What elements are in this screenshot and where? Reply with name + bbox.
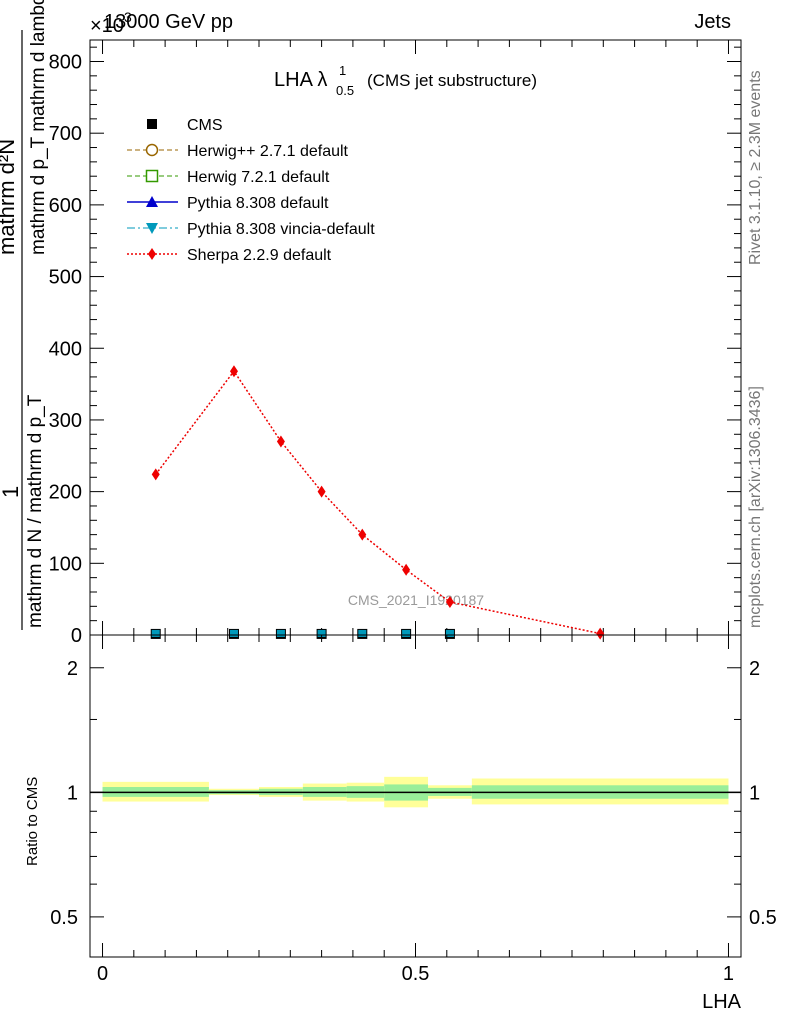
sherpa-point bbox=[229, 365, 238, 378]
analysis-watermark: CMS_2021_I1920187 bbox=[348, 592, 484, 608]
sherpa-point bbox=[596, 627, 605, 640]
ratio-y-tick-label: 0.5 bbox=[50, 907, 78, 929]
y-tick-label: 100 bbox=[49, 553, 82, 575]
y-tick-label: 500 bbox=[49, 267, 82, 289]
legend-label: Sherpa 2.2.9 default bbox=[187, 247, 332, 264]
sherpa-point bbox=[402, 563, 411, 576]
ratio-x-axis: 0 0.5 1 bbox=[97, 635, 734, 985]
legend-label: Herwig 7.2.1 default bbox=[187, 169, 330, 186]
legend-marker bbox=[146, 223, 158, 234]
title-text: LHA λ bbox=[274, 69, 327, 91]
y-tick-label: 200 bbox=[49, 482, 82, 504]
legend-label: Pythia 8.308 vincia-default bbox=[187, 221, 375, 238]
ylabel-num-bottom: mathrm d p_T mathrm d lambda bbox=[28, 0, 49, 255]
y-tick-label: 300 bbox=[49, 410, 82, 432]
ratio-y-tick-label-right: 2 bbox=[749, 658, 760, 680]
exponent-label: ×10 bbox=[90, 15, 124, 37]
legend-marker bbox=[148, 248, 156, 260]
legend-marker bbox=[145, 169, 159, 183]
legend-item-herwig7: Herwig 7.2.1 default bbox=[127, 169, 330, 186]
series-layer bbox=[150, 365, 605, 640]
y-tick-label: 400 bbox=[49, 338, 82, 360]
ratio-y-label: Ratio to CMS bbox=[24, 777, 41, 866]
legend-item-pythia: Pythia 8.308 default bbox=[127, 195, 329, 212]
x-tick-label: 0 bbox=[97, 963, 108, 985]
x-tick-label: 0.5 bbox=[402, 963, 430, 985]
mcplots-label: mcplots.cern.ch [arXiv:1306.3436] bbox=[747, 386, 764, 628]
ratio-y-tick-label: 1 bbox=[67, 782, 78, 804]
mc-point-overlay bbox=[402, 629, 411, 637]
ratio-y-tick-label: 2 bbox=[67, 658, 78, 680]
ylabel-num-top: mathrm d²N bbox=[0, 139, 19, 255]
sherpa-point bbox=[317, 485, 326, 498]
plot-title: LHA λ 1 0.5 (CMS jet substructure) bbox=[274, 63, 537, 98]
header-exponent: ×10 3 bbox=[90, 9, 132, 37]
process-label: Jets bbox=[694, 11, 731, 33]
ylabel-one: 1 bbox=[0, 486, 23, 498]
y-tick-label: 600 bbox=[49, 195, 82, 217]
y-tick-label: 700 bbox=[49, 123, 82, 145]
energy-label: 13000 GeV pp bbox=[104, 11, 233, 33]
main-y-label: mathrm d²N mathrm d p_T mathrm d lambda … bbox=[0, 0, 49, 630]
y-tick-label: 800 bbox=[49, 52, 82, 74]
legend-item-cms: CMS bbox=[147, 117, 223, 134]
exponent-power: 3 bbox=[124, 9, 132, 25]
sherpa-line bbox=[155, 369, 601, 635]
ylabel-den: mathrm d N / mathrm d p_T bbox=[25, 394, 46, 628]
legend-item-herwigpp: Herwig++ 2.7.1 default bbox=[127, 143, 349, 160]
legend-marker bbox=[147, 119, 157, 129]
legend-label: Herwig++ 2.7.1 default bbox=[187, 143, 349, 160]
sherpa-point bbox=[276, 435, 285, 448]
legend-label: Pythia 8.308 default bbox=[187, 195, 329, 212]
legend-marker bbox=[145, 143, 159, 157]
mc-point-overlay bbox=[445, 629, 454, 637]
title-suffix: (CMS jet substructure) bbox=[367, 71, 537, 90]
sherpa-point bbox=[358, 528, 367, 541]
mc-point-overlay bbox=[229, 629, 238, 637]
legend-marker bbox=[146, 196, 158, 207]
x-tick-label: 1 bbox=[723, 963, 734, 985]
mc-point-overlay bbox=[276, 629, 285, 637]
mc-point-overlay bbox=[317, 629, 326, 637]
x-axis-label: LHA bbox=[702, 991, 742, 1013]
ratio-y-axis: 0.5 0.5 1 1 2 2 bbox=[50, 658, 777, 929]
legend: CMS Herwig++ 2.7.1 default Herwig 7.2.1 de… bbox=[127, 117, 375, 264]
title-sup: 1 bbox=[339, 63, 346, 78]
y-tick-label: 0 bbox=[71, 625, 82, 647]
sherpa-point bbox=[151, 468, 160, 481]
legend-item-vincia: Pythia 8.308 vincia-default bbox=[127, 221, 375, 238]
main-y-axis: 0 100 200 300 400 500 600 700 800 bbox=[49, 46, 741, 647]
legend-item-sherpa: Sherpa 2.2.9 default bbox=[127, 247, 332, 264]
mc-point-overlay bbox=[151, 629, 160, 637]
title-sub: 0.5 bbox=[336, 83, 354, 98]
ratio-y-tick-label-right: 1 bbox=[749, 782, 760, 804]
ratio-y-tick-label-right: 0.5 bbox=[749, 907, 777, 929]
sherpa-point bbox=[445, 596, 454, 609]
legend-label: CMS bbox=[187, 117, 223, 134]
rivet-label: Rivet 3.1.10, ≥ 2.3M events bbox=[747, 70, 764, 265]
mc-point-overlay bbox=[358, 629, 367, 637]
